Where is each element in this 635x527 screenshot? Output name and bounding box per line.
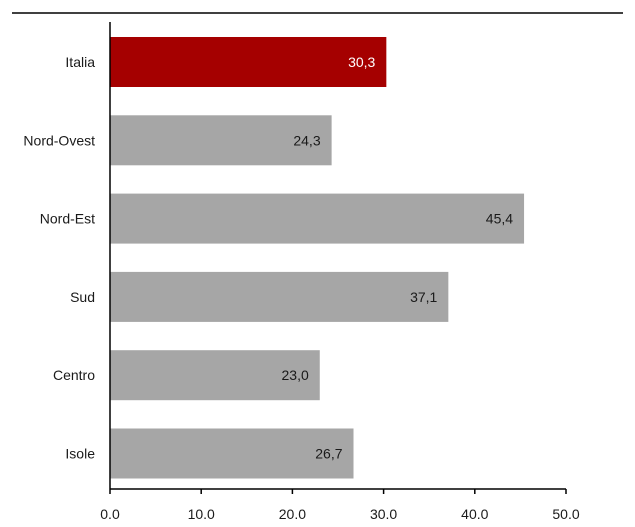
category-label: Sud	[70, 289, 95, 305]
x-tick-label: 0.0	[100, 506, 120, 522]
data-label: 37,1	[410, 289, 437, 305]
data-label: 30,3	[348, 54, 375, 70]
bar	[110, 428, 354, 479]
data-label: 24,3	[293, 132, 320, 148]
category-label: Nord-Est	[40, 211, 95, 227]
bar	[110, 37, 387, 87]
category-label: Isole	[65, 446, 95, 462]
x-tick-label: 30.0	[370, 506, 397, 522]
x-tick-label: 50.0	[552, 506, 579, 522]
category-label: Centro	[53, 367, 95, 383]
category-label: Italia	[65, 54, 95, 70]
bar	[110, 350, 320, 401]
x-tick-label: 10.0	[188, 506, 215, 522]
data-label: 26,7	[315, 446, 342, 462]
data-label: 23,0	[282, 367, 309, 383]
bar	[110, 193, 525, 244]
axes-layer: 0.0 10.0 20.0 30.0 40.0 50.0	[100, 22, 580, 522]
x-tick-label: 20.0	[279, 506, 306, 522]
x-tick-label: 40.0	[461, 506, 488, 522]
bar	[110, 271, 449, 322]
data-label: 45,4	[486, 211, 513, 227]
bars-layer: Italia 30,3 Nord-Ovest 24,3 Nord-Est 45,4 Sud 3…	[23, 37, 525, 479]
bar	[110, 115, 332, 166]
category-label: Nord-Ovest	[23, 132, 95, 148]
